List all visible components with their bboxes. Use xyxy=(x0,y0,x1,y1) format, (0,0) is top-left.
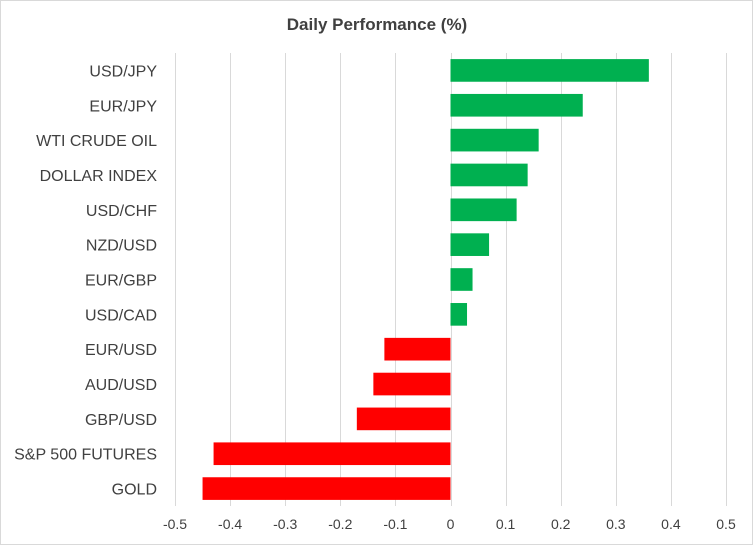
x-tick-label: -0.4 xyxy=(218,516,242,532)
x-tick-label: 0.3 xyxy=(606,516,626,532)
bar xyxy=(450,93,583,117)
x-tick-label: 0.1 xyxy=(496,516,516,532)
x-tick-label: 0.4 xyxy=(661,516,681,532)
category-label: WTI CRUDE OIL xyxy=(36,133,157,150)
x-tick-label: -0.5 xyxy=(163,516,187,532)
category-labels: USD/JPY EUR/JPY WTI CRUDE OIL DOLLAR INDEX U… xyxy=(14,63,157,498)
bar xyxy=(450,233,490,256)
category-label: USD/CHF xyxy=(86,203,157,220)
bar xyxy=(213,442,451,466)
bars xyxy=(202,59,649,500)
x-tick-label: -0.3 xyxy=(273,516,297,532)
bar xyxy=(373,372,451,396)
bar xyxy=(450,59,649,82)
x-tick-label: -0.2 xyxy=(328,516,352,532)
bar xyxy=(450,163,528,187)
x-tick-label: -0.1 xyxy=(383,516,407,532)
category-label: GBP/USD xyxy=(85,412,157,429)
category-label: GOLD xyxy=(112,482,157,499)
bar xyxy=(450,303,468,326)
category-label: EUR/USD xyxy=(85,342,157,359)
category-label: NZD/USD xyxy=(86,238,157,255)
category-label: USD/CAD xyxy=(85,307,157,324)
bar xyxy=(202,477,451,500)
category-label: AUD/USD xyxy=(85,377,157,394)
chart-title: Daily Performance (%) xyxy=(287,15,467,34)
x-tick-label: 0.2 xyxy=(551,516,571,532)
x-tick-label: 0.5 xyxy=(716,516,736,532)
category-label: EUR/GBP xyxy=(85,273,157,290)
category-label: DOLLAR INDEX xyxy=(40,168,158,185)
bar xyxy=(450,268,473,291)
category-label: USD/JPY xyxy=(89,63,157,80)
x-axis-ticks: -0.5 -0.4 -0.3 -0.2 -0.1 0 0.1 0.2 0.3 0.4 0.5 xyxy=(163,516,736,532)
bar xyxy=(356,407,451,431)
bar xyxy=(450,198,517,222)
x-tick-label: 0 xyxy=(447,516,455,532)
bar xyxy=(450,128,539,152)
category-label: EUR/JPY xyxy=(89,98,157,115)
bar xyxy=(384,337,451,361)
category-label: S&P 500 FUTURES xyxy=(14,447,157,464)
